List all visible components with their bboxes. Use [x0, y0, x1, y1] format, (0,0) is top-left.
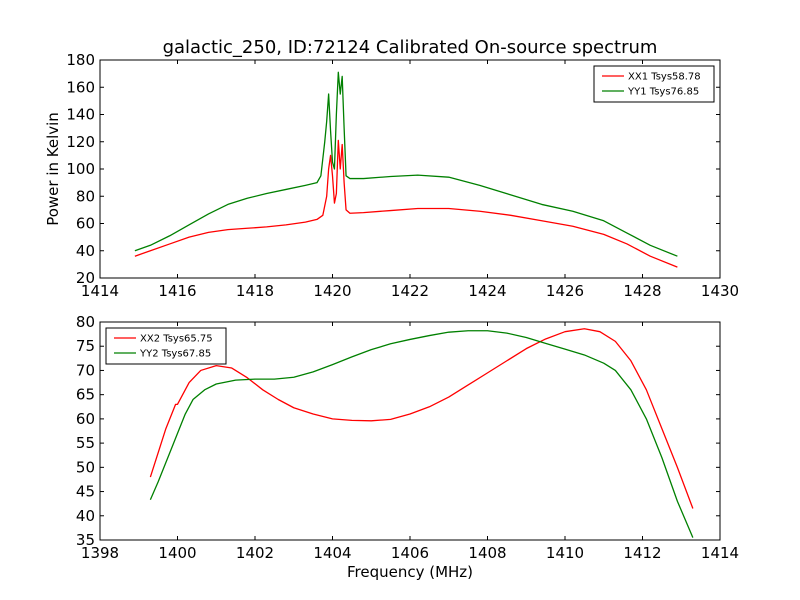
x-tick-label: 1430 [701, 282, 739, 300]
y-tick-label: 80 [76, 187, 95, 205]
y-tick-label: 45 [76, 483, 95, 501]
y-tick-label: 160 [66, 78, 95, 96]
series-line-1 [134, 139, 678, 268]
x-tick-label: 1426 [546, 282, 584, 300]
x-tick-label: 1428 [623, 282, 661, 300]
series-group [134, 71, 678, 268]
x-tick-label: 1404 [313, 544, 351, 562]
legend-box [593, 65, 715, 103]
legend: XX1 Tsys58.78 YY1 Tsys76.85 [593, 65, 715, 103]
y-tick-label: 100 [66, 160, 95, 178]
y-tick-label: 80 [76, 313, 95, 331]
y-tick-label: 40 [76, 507, 95, 525]
x-tick-label: 1420 [313, 282, 351, 300]
x-tick-label: 1422 [391, 282, 429, 300]
series-line-2 [149, 330, 694, 538]
x-tick-label: 1400 [158, 544, 196, 562]
x-tick-label: 1416 [158, 282, 196, 300]
legend: XX2 Tsys65.75 YY2 Tsys67.85 [105, 327, 227, 365]
top-panel: 1414 1416 1418 1420 1422 1424 1426 1428 1430 20 40… [66, 51, 739, 300]
x-tick-label: 1412 [623, 544, 661, 562]
x-tick-label: 1414 [701, 544, 739, 562]
x-tick-label: 1410 [546, 544, 584, 562]
bottom-panel: 1398 1400 1402 1404 1406 1408 1410 1412 1414 35 40… [76, 313, 739, 562]
y-tick-label: 50 [76, 458, 95, 476]
legend-box [105, 327, 227, 365]
x-tick-label: 1418 [236, 282, 274, 300]
x-axis-label: Frequency (MHz) [347, 563, 473, 581]
y-tick-label: 65 [76, 386, 95, 404]
y-tick-label: 55 [76, 434, 95, 452]
y-tick-label: 140 [66, 106, 95, 124]
y-tick-label: 120 [66, 133, 95, 151]
series-line-1 [149, 328, 694, 509]
x-tick-label: 1398 [81, 544, 119, 562]
y-tick-label: 40 [76, 242, 95, 260]
series-group [149, 328, 694, 538]
y-tick-label: 75 [76, 337, 95, 355]
y-tick-label: 180 [66, 51, 95, 69]
legend-label: XX1 Tsys58.78 [628, 72, 701, 83]
y-tick-label: 70 [76, 361, 95, 379]
x-tick-label: 1424 [468, 282, 506, 300]
y-tick-label: 60 [76, 410, 95, 428]
y-tick-label: 20 [76, 269, 95, 287]
series-line-2 [134, 71, 678, 257]
legend-label: XX2 Tsys65.75 [140, 334, 213, 345]
figure-title: galactic_250, ID:72124 Calibrated On-sou… [163, 37, 658, 58]
y-tick-label: 35 [76, 531, 95, 549]
x-tick-label: 1408 [468, 544, 506, 562]
y-axis-label: Power in Kelvin [44, 112, 62, 226]
y-tick-label: 60 [76, 215, 95, 233]
x-tick-label: 1406 [391, 544, 429, 562]
x-tick-label: 1414 [81, 282, 119, 300]
legend-label: YY2 Tsys67.85 [139, 349, 211, 360]
legend-label: YY1 Tsys76.85 [627, 87, 699, 98]
x-tick-label: 1402 [236, 544, 274, 562]
